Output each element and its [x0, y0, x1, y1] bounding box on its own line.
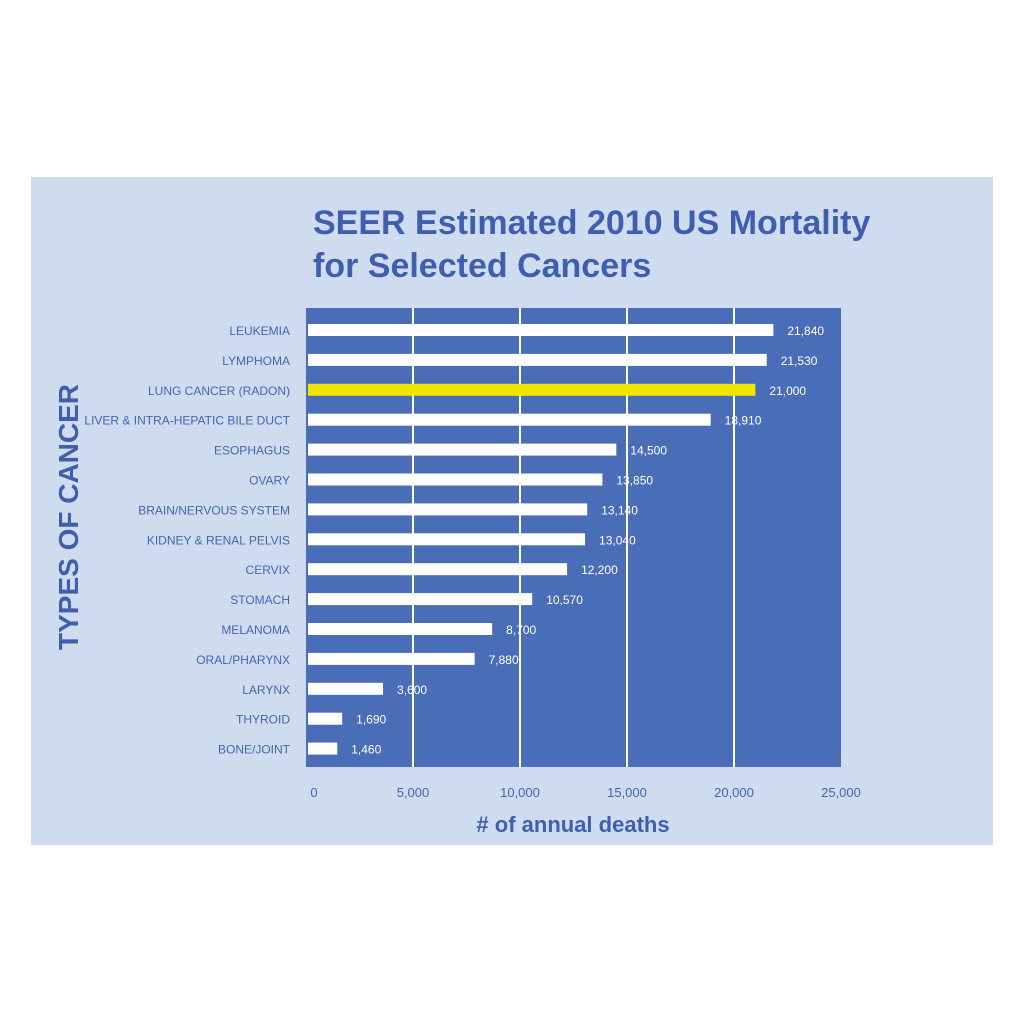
category-label: BRAIN/NERVOUS SYSTEM: [138, 503, 290, 517]
category-label: LYMPHOMA: [222, 354, 290, 368]
bars: [308, 324, 774, 755]
category-label: CERVIX: [246, 563, 290, 577]
category-label: ESOPHAGUS: [214, 444, 290, 458]
category-label: ORAL/PHARYNX: [196, 653, 290, 667]
value-label: 1,460: [351, 743, 381, 757]
bar: [308, 473, 603, 486]
category-label: STOMACH: [230, 593, 290, 607]
value-label: 21,000: [769, 384, 806, 398]
value-label: 12,200: [581, 563, 618, 577]
x-tick-label: 0: [310, 785, 317, 800]
category-label: LUNG CANCER (RADON): [148, 384, 290, 398]
x-tick-label: 20,000: [714, 785, 754, 800]
bar: [308, 623, 493, 635]
bar: [308, 712, 343, 725]
value-labels: 21,840 21,530 21,000 18,910 14,500 13,850 13,1…: [351, 324, 824, 757]
category-label: BONE/JOINT: [218, 743, 291, 757]
value-label: 1,690: [356, 713, 386, 727]
category-label: MELANOMA: [221, 623, 290, 637]
bar: [308, 324, 774, 336]
bar: [308, 503, 588, 516]
value-label: 13,040: [599, 533, 636, 547]
category-labels: LEUKEMIA LYMPHOMA LUNG CANCER (RADON) LIVER…: [84, 324, 290, 757]
value-label: 18,910: [725, 414, 762, 428]
value-label: 8,700: [506, 623, 536, 637]
category-label: LIVER & INTRA-HEPATIC BILE DUCT: [84, 414, 290, 428]
bar: [308, 533, 586, 546]
category-label: LEUKEMIA: [229, 324, 290, 338]
bar: [308, 593, 533, 606]
bar: [308, 413, 711, 426]
category-label: LARYNX: [242, 683, 290, 697]
x-tick-label: 15,000: [607, 785, 647, 800]
category-label: KIDNEY & RENAL PELVIS: [147, 533, 290, 547]
value-label: 7,880: [489, 653, 519, 667]
value-label: 3,600: [397, 683, 427, 697]
bar: [308, 353, 767, 366]
bar: [308, 682, 384, 695]
y-axis-label: TYPES OF CANCER: [53, 384, 84, 650]
chart-title-line1: SEER Estimated 2010 US Mortality: [313, 204, 871, 242]
value-label: 13,140: [601, 503, 638, 517]
x-tick-label: 5,000: [397, 785, 430, 800]
category-label: THYROID: [236, 713, 290, 727]
chart-title-line2: for Selected Cancers: [313, 247, 651, 285]
value-label: 10,570: [546, 593, 583, 607]
x-tick-label: 25,000: [821, 785, 861, 800]
bar: [308, 563, 568, 576]
value-label: 21,840: [787, 324, 824, 338]
bar: [308, 443, 617, 456]
bar: [308, 383, 756, 396]
value-label: 13,850: [616, 474, 653, 488]
x-tick-labels: 0 5,000 10,000 15,000 20,000 25,000: [310, 785, 861, 800]
chart-panel: SEER Estimated 2010 US Mortality for Sel…: [31, 177, 993, 845]
value-label: 21,530: [781, 354, 818, 368]
bar: [308, 742, 338, 755]
value-label: 14,500: [630, 444, 667, 458]
x-tick-label: 10,000: [500, 785, 540, 800]
x-axis-label: # of annual deaths: [476, 812, 669, 837]
bar-chart: SEER Estimated 2010 US Mortality for Sel…: [31, 177, 993, 845]
category-label: OVARY: [249, 474, 290, 488]
bar: [308, 652, 475, 665]
